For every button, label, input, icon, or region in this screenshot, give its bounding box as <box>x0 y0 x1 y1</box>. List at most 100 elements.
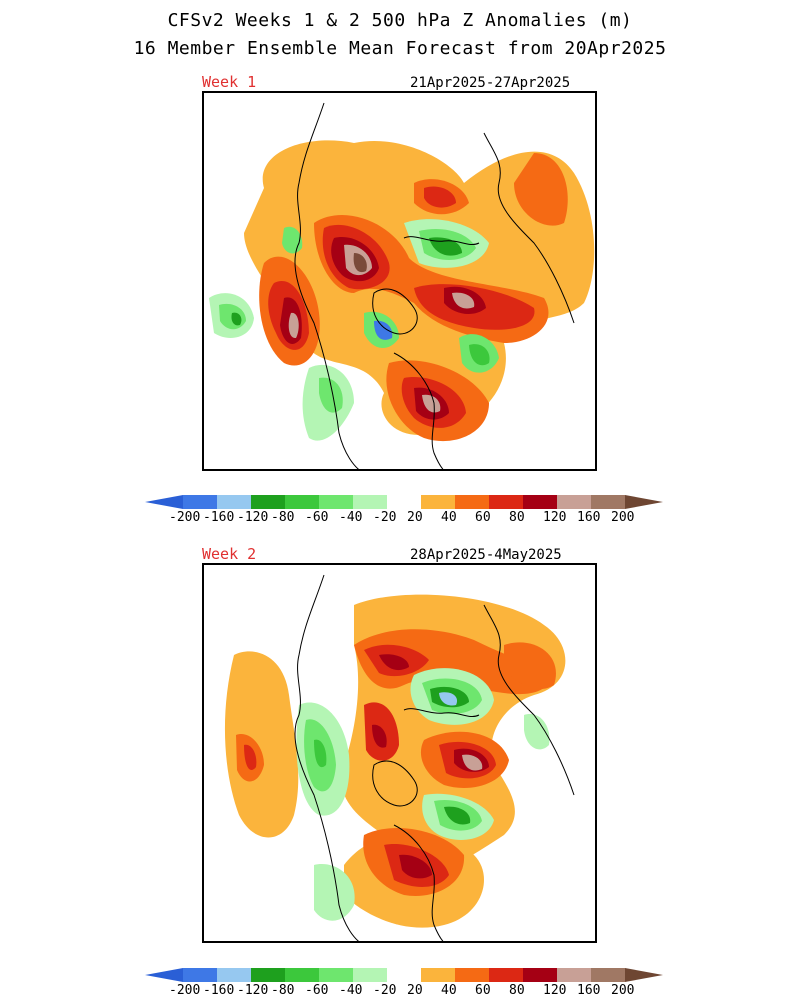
coastline <box>403 236 480 246</box>
colorbar-swatch <box>285 495 319 509</box>
negative-anomaly-region <box>469 344 490 366</box>
colorbar-tick-label: 60 <box>475 983 491 998</box>
week-1-colorbar-labels: -200 -160 -120 -80 -60 -40 -20 20 40 60 80 120 160 20… <box>0 510 800 528</box>
colorbar-tick-label: 80 <box>509 983 525 998</box>
positive-anomaly-region <box>372 724 387 748</box>
positive-anomaly-region <box>354 629 554 695</box>
negative-anomaly-region <box>374 320 393 340</box>
negative-anomaly-region <box>319 377 343 413</box>
positive-anomaly-region <box>353 253 367 273</box>
coastline <box>372 760 418 807</box>
colorbar-swatches <box>145 968 663 982</box>
coastline <box>393 824 444 941</box>
colorbar-tick-label: 160 <box>577 510 601 525</box>
colorbar-tick-label: 20 <box>407 510 423 525</box>
colorbar-swatch <box>353 495 387 509</box>
coastline <box>372 288 418 335</box>
colorbar-tick-label: -200 <box>169 510 201 525</box>
colorbar-swatch <box>251 495 285 509</box>
colorbar-tick-label: -40 <box>339 983 363 998</box>
week-2-map <box>202 563 597 943</box>
colorbar-swatch <box>421 495 455 509</box>
negative-anomaly-region <box>524 714 550 750</box>
colorbar-swatch <box>183 495 217 509</box>
colorbar-swatch <box>557 968 591 982</box>
colorbar-tick-label: 160 <box>577 983 601 998</box>
colorbar-swatch <box>319 495 353 509</box>
coastline <box>483 132 575 324</box>
week-2-date-range: 28Apr2025-4May2025 <box>410 547 562 563</box>
colorbar-tick-label: 120 <box>543 983 567 998</box>
positive-anomaly-region <box>504 642 556 690</box>
positive-anomaly-region <box>424 186 456 208</box>
colorbar-tick-label: -40 <box>339 510 363 525</box>
colorbar-swatches <box>145 495 663 509</box>
positive-anomaly-region <box>462 754 483 771</box>
week-1-colorbar <box>143 492 663 516</box>
negative-anomaly-region <box>429 237 462 256</box>
colorbar-tick-label: -120 <box>237 983 269 998</box>
colorbar-swatch <box>557 495 591 509</box>
colorbar-swatch <box>387 495 421 509</box>
colorbar-swatch <box>455 968 489 982</box>
colorbar-tick-label: -80 <box>271 983 295 998</box>
positive-anomaly-region <box>422 394 441 413</box>
colorbar-tick-label: 40 <box>441 510 457 525</box>
week-1-date-range: 21Apr2025-27Apr2025 <box>410 75 571 91</box>
colorbar-tick-label: -200 <box>169 983 201 998</box>
colorbar-tick-label: -20 <box>373 510 397 525</box>
colorbar-swatch <box>217 495 251 509</box>
week-2-anomaly-field <box>224 574 575 941</box>
colorbar-swatch <box>591 495 625 509</box>
colorbar-swatch <box>217 968 251 982</box>
colorbar-tick-label: 60 <box>475 510 491 525</box>
week-1-anomaly-field <box>209 102 595 469</box>
colorbar-swatch <box>591 968 625 982</box>
figure-title-line-2: 16 Member Ensemble Mean Forecast from 20… <box>133 38 667 59</box>
colorbar-swatch <box>421 968 455 982</box>
colorbar-tick-label: 40 <box>441 983 457 998</box>
colorbar-swatch <box>387 968 421 982</box>
colorbar-tick-label: -20 <box>373 983 397 998</box>
positive-anomaly-region <box>452 292 475 309</box>
negative-anomaly-region <box>231 312 242 326</box>
colorbar-max-arrow <box>625 495 663 509</box>
week-1-map <box>202 91 597 471</box>
colorbar-tick-label: -160 <box>203 510 235 525</box>
negative-anomaly-region <box>314 864 355 921</box>
positive-anomaly-region <box>514 153 568 226</box>
coastline <box>393 352 444 469</box>
colorbar-tick-label: -60 <box>305 510 329 525</box>
week-1-label: Week 1 <box>202 73 257 91</box>
coastline <box>294 102 360 469</box>
colorbar-swatch <box>285 968 319 982</box>
positive-anomaly-region <box>244 744 257 771</box>
negative-anomaly-region <box>439 692 458 706</box>
colorbar-tick-label: -60 <box>305 983 329 998</box>
colorbar-tick-label: -120 <box>237 510 269 525</box>
coastline <box>483 604 575 796</box>
colorbar-tick-label: 120 <box>543 510 567 525</box>
colorbar-swatch <box>523 968 557 982</box>
negative-anomaly-region <box>314 739 327 768</box>
colorbar-max-arrow <box>625 968 663 982</box>
positive-anomaly-region <box>379 654 409 671</box>
colorbar-tick-label: 20 <box>407 983 423 998</box>
colorbar-swatch <box>489 968 523 982</box>
week-2-label: Week 2 <box>202 545 257 563</box>
colorbar-tick-label: -80 <box>271 510 295 525</box>
colorbar-min-arrow <box>145 968 183 982</box>
colorbar-tick-label: 200 <box>611 983 635 998</box>
colorbar-swatch <box>455 495 489 509</box>
week-2-colorbar <box>143 965 663 989</box>
colorbar-swatch <box>523 495 557 509</box>
colorbar-tick-label: 200 <box>611 510 635 525</box>
week-2-colorbar-labels: -200 -160 -120 -80 -60 -40 -20 20 40 60 80 120 160 20… <box>0 983 800 1001</box>
positive-anomaly-region <box>288 312 299 339</box>
colorbar-swatch <box>183 968 217 982</box>
figure-title-line-1: CFSv2 Weeks 1 & 2 500 hPa Z Anomalies (m… <box>167 10 633 31</box>
colorbar-tick-label: 80 <box>509 510 525 525</box>
coastline <box>294 574 360 941</box>
positive-anomaly-region <box>399 854 432 879</box>
colorbar-swatch <box>319 968 353 982</box>
